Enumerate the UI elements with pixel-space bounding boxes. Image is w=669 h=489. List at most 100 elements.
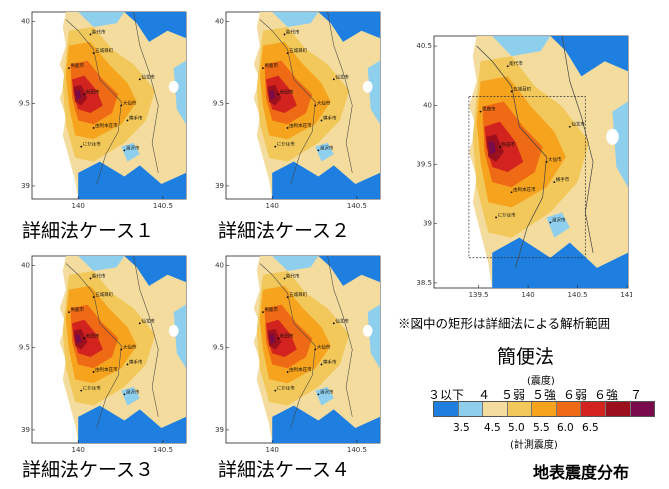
city-label: 五城目町 [289,47,307,54]
city-label: 男鹿市 [482,106,496,113]
city-label: 秋田市 [86,88,100,95]
city-label: 由利本荘市 [289,122,312,129]
lat-tick-label: 40 [423,101,432,109]
city-label: 横手市 [556,176,570,183]
legend-intensity-label: ５強 [532,388,557,402]
legend-swatch [630,402,655,416]
legend-swatch [483,402,508,416]
legend-value-label: 5.5 [533,422,550,434]
city-label: 横手市 [323,358,337,365]
legend-intensity-label: ７ [630,388,643,402]
legend-swatch [581,402,606,416]
case-2-label: 詳細法ケース２ [218,220,351,242]
city-label: 仙北市 [335,73,349,80]
city-label: 横手市 [129,358,143,365]
simple-method-label: 簡便法 [497,346,555,368]
legend-swatch [605,402,631,416]
city-label: 湯沢市 [126,144,140,151]
legend-swatch [458,402,484,416]
city-label: にかほ市 [277,385,295,392]
lat-tick-label: 39.5 [18,344,30,352]
city-label: 大仙市 [123,344,137,351]
city-label: 秋田市 [280,332,294,339]
city-label: にかほ市 [83,141,101,148]
city-label: 由利本荘市 [289,366,312,373]
city-label: 由利本荘市 [513,186,536,193]
legend-intensity-label: ３以下 [428,388,465,402]
city-label: 大仙市 [123,100,137,107]
legend-intensity-unit: (震度) [527,376,555,387]
lon-tick-label: 140 [72,202,85,210]
city-label: 由利本荘市 [95,122,118,129]
city-label: 大仙市 [548,156,562,163]
analysis-range-note: ※図中の矩形は詳細法による解析範囲 [398,316,611,331]
figure-title: 地表震度分布 [533,463,630,482]
legend-intensity-label: ５弱 [501,388,526,402]
city-label: 能代市 [92,28,106,35]
city-label: 秋田市 [501,141,515,148]
lat-tick-label: 39.5 [416,161,432,169]
lat-tick-label: 39 [21,426,30,434]
lon-tick-label: 140.5 [568,291,588,299]
legend-intensity-label: ６強 [594,388,619,402]
lon-tick-label: 139.5 [469,291,489,299]
city-label: にかほ市 [277,141,295,148]
legend-intensity-label: ４ [478,388,491,402]
legend-swatch [532,402,557,416]
lat-tick-label: 39 [21,182,30,190]
city-label: 五城目町 [95,291,113,298]
city-label: 五城目町 [95,47,113,54]
city-label: にかほ市 [498,211,516,218]
legend-measured-unit: (計測震度) [510,440,558,451]
analysis-range-rect [468,96,586,259]
legend-value-label: 4.5 [484,422,501,434]
legend-swatch [556,402,582,416]
lon-tick-label: 140.5 [153,202,173,210]
city-label: にかほ市 [83,385,101,392]
legend-value-label: 5.0 [508,422,525,434]
lat-tick-label: 39 [215,426,224,434]
case-1-label: 詳細法ケース１ [22,220,155,242]
map-panel-simple-method: 能代市 五城目町 男鹿市 秋田市 大仙市 由利本荘市 にかほ市 横手市 湯沢市 仙北市 40.5 40… [398,30,632,302]
lon-tick-label: 140 [266,446,279,454]
lat-tick-label: 39.5 [18,100,30,108]
lat-tick-label: 40 [21,17,30,25]
lon-tick-label: 140 [266,202,279,210]
city-label: 秋田市 [86,332,100,339]
city-label: 男鹿市 [70,306,84,313]
city-label: 秋田市 [280,88,294,95]
lon-tick-label: 140 [521,291,534,299]
lat-tick-label: 40 [215,17,224,25]
lat-tick-label: 40 [21,261,30,269]
legend-value-label: 3.5 [453,422,470,434]
lat-tick-label: 40.5 [416,42,432,50]
legend-swatch [434,402,459,416]
lat-tick-label: 39.5 [212,100,224,108]
city-label: 能代市 [509,60,523,67]
legend-value-label: 6.5 [582,422,599,434]
case-3-label: 詳細法ケース３ [22,459,155,481]
city-label: 横手市 [323,114,337,121]
city-label: 男鹿市 [264,62,278,69]
legend-swatch [507,402,533,416]
city-label: 五城目町 [513,85,531,92]
lon-tick-label: 140.5 [153,446,173,454]
city-label: 湯沢市 [552,216,566,223]
city-label: 五城目町 [289,291,307,298]
city-label: 大仙市 [317,344,331,351]
city-label: 湯沢市 [320,388,334,395]
city-label: 能代市 [286,28,300,35]
city-label: 男鹿市 [70,62,84,69]
legend-intensity-label: ６弱 [563,388,588,402]
city-label: 能代市 [92,272,106,279]
city-label: 仙北市 [335,317,349,324]
city-label: 横手市 [129,114,143,121]
case-4-label: 詳細法ケース４ [218,459,351,481]
